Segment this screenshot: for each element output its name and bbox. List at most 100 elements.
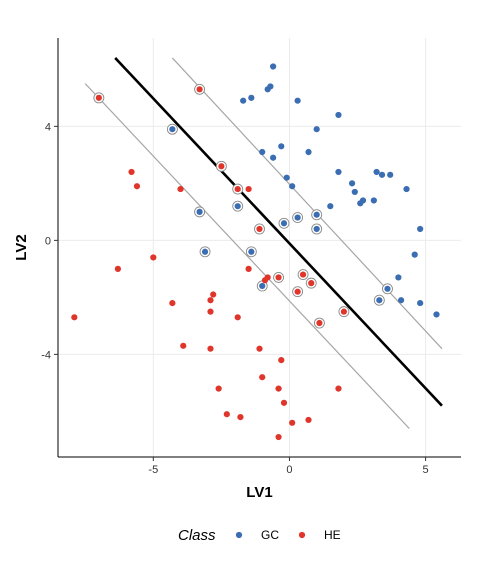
- gc-support-point: [313, 225, 320, 233]
- he-point: [207, 345, 214, 352]
- gc-point: [313, 126, 320, 133]
- he-point: [169, 299, 176, 307]
- gc-point: [351, 188, 358, 196]
- legend-key-he: [298, 531, 306, 539]
- gc-support-point: [201, 248, 209, 255]
- gc-support-point: [376, 297, 383, 304]
- he-point: [275, 433, 282, 441]
- gc-point: [348, 180, 356, 187]
- gc-point: [403, 185, 410, 193]
- legend: Class GC HE: [178, 527, 341, 544]
- gc-point: [359, 197, 367, 204]
- he-support-point: [275, 274, 282, 281]
- gc-point: [395, 274, 402, 281]
- he-point: [256, 345, 263, 352]
- he-point: [280, 399, 288, 406]
- x-tick-label: 5: [423, 464, 429, 476]
- y-tick-label: -4: [41, 349, 51, 361]
- boundary-lines: [84, 57, 443, 429]
- axis-ticks: -5 0 5 -4 0 4: [41, 121, 428, 476]
- gc-point: [289, 183, 296, 190]
- he-point: [275, 385, 282, 392]
- he-point: [245, 185, 252, 193]
- he-point: [278, 356, 285, 364]
- gc-point: [417, 299, 424, 307]
- legend-label-he: HE: [324, 528, 341, 542]
- gc-support-point: [294, 214, 301, 221]
- he-support-point: [234, 185, 241, 193]
- x-tick-label: -5: [148, 464, 158, 476]
- gc-support-point: [280, 220, 288, 227]
- gc-point: [305, 148, 312, 156]
- he-point: [259, 374, 266, 381]
- gc-point: [327, 203, 334, 210]
- he-point: [234, 314, 241, 321]
- legend-key-gc: [235, 531, 243, 539]
- gc-point: [278, 143, 285, 150]
- gc-point: [373, 168, 380, 176]
- he-point: [215, 385, 222, 392]
- gc-point: [270, 63, 277, 70]
- gc-support-point: [259, 282, 266, 290]
- margin-line: [84, 83, 410, 429]
- gc-support-point: [169, 126, 176, 133]
- gc-point: [248, 94, 255, 101]
- he-point: [289, 419, 296, 426]
- he-point: [114, 265, 122, 272]
- legend-title: Class: [178, 527, 216, 544]
- he-point: [305, 416, 312, 424]
- he-support-point: [316, 319, 323, 327]
- gc-point: [417, 225, 424, 233]
- gc-point: [370, 197, 377, 204]
- gc-point: [387, 171, 394, 178]
- gc-point: [397, 297, 405, 304]
- gc-point: [259, 148, 266, 156]
- x-axis-title: LV1: [246, 484, 272, 501]
- gc-support-point: [196, 208, 203, 215]
- gc-support-point: [384, 285, 391, 292]
- x-tick-label: 0: [286, 464, 292, 476]
- he-point: [223, 411, 230, 418]
- gc-support-point: [234, 203, 241, 210]
- he-point: [245, 265, 252, 272]
- he-point: [210, 291, 217, 298]
- he-point: [128, 168, 135, 176]
- he-point: [237, 413, 244, 421]
- margin-line: [171, 57, 443, 350]
- he-support-point: [299, 271, 307, 278]
- he-point: [150, 254, 157, 261]
- he-point: [133, 183, 141, 190]
- he-support-point: [256, 225, 263, 233]
- gc-point: [240, 97, 247, 104]
- gc-support-point: [248, 248, 255, 255]
- y-axis-title: LV2: [13, 234, 30, 260]
- he-point: [207, 297, 214, 304]
- he-point: [261, 277, 269, 284]
- he-support-point: [294, 288, 301, 295]
- he-support-point: [340, 308, 348, 315]
- gc-point: [335, 111, 342, 119]
- decision-boundary-line: [114, 57, 443, 407]
- he-support-point: [308, 280, 315, 287]
- gc-point: [283, 174, 290, 181]
- gc-point: [335, 168, 342, 176]
- gc-point: [433, 311, 440, 318]
- gc-point: [411, 251, 418, 258]
- he-point: [335, 385, 342, 392]
- he-support-point: [95, 94, 102, 101]
- data-points: [71, 63, 440, 441]
- gc-support-point: [313, 211, 320, 218]
- gc-point: [294, 97, 301, 104]
- he-support-point: [196, 86, 203, 93]
- he-point: [180, 342, 187, 349]
- gc-point: [267, 83, 274, 90]
- gc-point: [378, 171, 386, 178]
- he-point: [207, 308, 214, 315]
- he-point: [177, 185, 184, 193]
- he-point: [71, 314, 78, 321]
- gc-point: [270, 154, 277, 161]
- legend-label-gc: GC: [261, 528, 279, 542]
- y-tick-label: 0: [45, 235, 51, 247]
